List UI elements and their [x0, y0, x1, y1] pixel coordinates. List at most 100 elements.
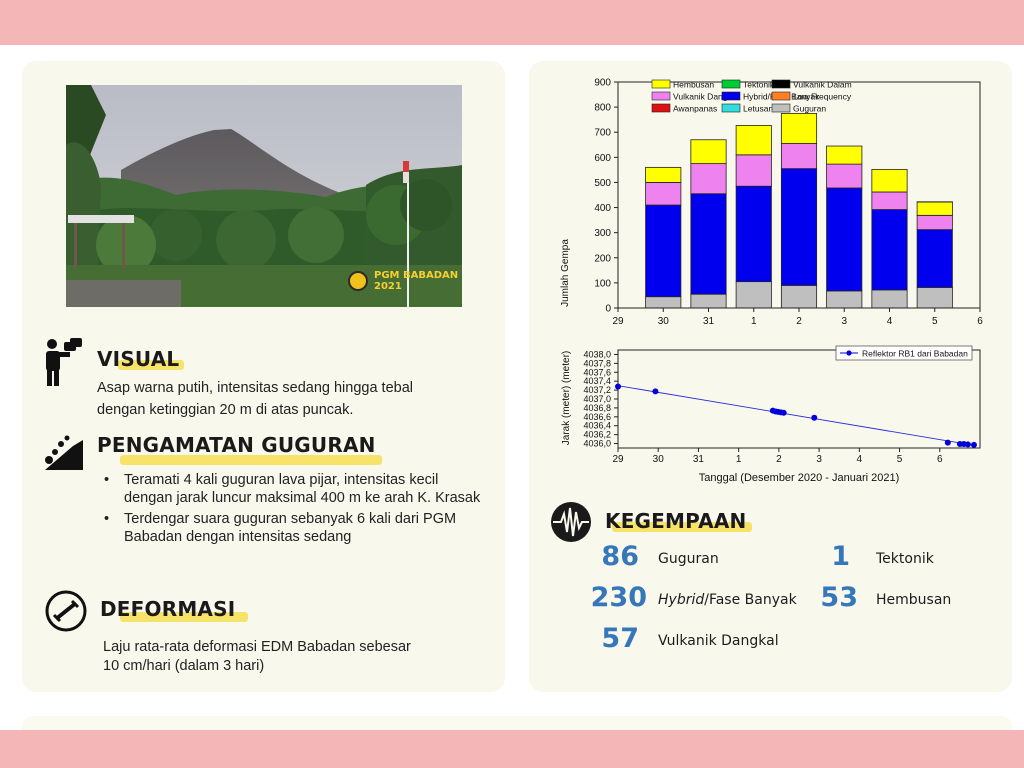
- deformasi-text-line2: 10 cm/hari (dalam 3 hari): [103, 658, 265, 674]
- legend-low-frequency: Low Frequency: [771, 92, 852, 102]
- edm-legend-label: Reflektor RB1 dari Babadan: [862, 349, 968, 359]
- legend-label: Awanpanas: [673, 104, 717, 114]
- deformasi-title-highlight: [120, 612, 248, 622]
- legend-label: Guguran: [793, 104, 826, 114]
- edm-data-point: [615, 383, 621, 390]
- kegempaan-title-highlight: [612, 522, 752, 532]
- merapi-landscape-image: [66, 85, 462, 307]
- stat-hybrid-value: 230: [590, 582, 647, 613]
- edm-x-tick-label: 1: [736, 454, 742, 465]
- photo-caption-line2: 2021: [374, 281, 402, 292]
- bar-x-tick-label: 29: [612, 316, 624, 327]
- bar-y-tick-label: 500: [594, 178, 611, 189]
- edm-distance-chart: 4036,04036,24036,44036,64036,84037,04037…: [561, 345, 981, 484]
- bar-segment-vulkanik-dangkal-31: [690, 163, 727, 195]
- legend-swatch: [651, 91, 671, 101]
- kegempaan-title: KEGEMPAAN: [605, 509, 747, 533]
- legend-letusan: Letusan: [721, 103, 774, 114]
- edm-x-tick-label: 2: [776, 454, 782, 465]
- binoculars-person-icon: [46, 338, 82, 386]
- stat-hembusan-label: Hembusan: [876, 592, 952, 608]
- edm-data-point: [970, 441, 977, 448]
- edm-x-tick-label: 5: [897, 454, 903, 465]
- bar-y-tick-label: 600: [594, 153, 611, 164]
- bar-y-tick-label: 100: [594, 278, 611, 289]
- deformation-gauge-icon: [45, 590, 87, 632]
- bar-chart-ylabel: Jumlah Gempa: [560, 239, 571, 307]
- bar-x-tick-label: 31: [703, 316, 715, 327]
- legend-guguran: Guguran: [771, 103, 826, 114]
- bar-segment-hembusan-30: [645, 166, 682, 183]
- edm-x-tick-label: 4: [857, 454, 863, 465]
- deformasi-text-line1: Laju rata-rata deformasi EDM Babadan seb…: [103, 639, 411, 655]
- bar-segment-guguran-2: [780, 284, 818, 309]
- legend-swatch: [651, 103, 671, 113]
- visual-title: VISUAL: [97, 347, 180, 371]
- bar-y-tick-label: 700: [594, 128, 611, 139]
- edm-x-tick-label: 30: [653, 454, 665, 465]
- legend-swatch: [651, 79, 671, 89]
- bar-segment-hybrid-fase-banyak-31: [690, 193, 727, 295]
- bar-segment-vulkanik-dangkal-4: [871, 191, 908, 210]
- legend-label: Tektonik: [743, 80, 775, 90]
- bar-segment-hybrid-fase-banyak-3: [826, 187, 863, 292]
- guguran-bullet-2: Terdengar suara guguran sebanyak 6 kali …: [100, 510, 490, 546]
- edm-y-tick-label: 4036,6: [583, 412, 611, 422]
- visual-text-line2: dengan ketinggian 20 m di atas puncak.: [97, 402, 354, 418]
- bar-segment-hembusan-31: [690, 139, 727, 165]
- bar-segment-vulkanik-dangkal-3: [826, 163, 863, 189]
- guguran-list: Teramati 4 kali guguran lava pijar, inte…: [100, 471, 490, 549]
- legend-awanpanas: Awanpanas: [651, 103, 717, 114]
- bar-segment-vulkanik-dangkal-1: [735, 154, 772, 187]
- bar-y-tick-label: 400: [594, 203, 611, 214]
- bar-y-tick-label: 900: [594, 78, 611, 89]
- legend-swatch: [721, 103, 741, 113]
- edm-y-tick-label: 4036,2: [583, 430, 611, 440]
- edm-x-tick-label: 3: [816, 454, 822, 465]
- seismograph-icon: [551, 502, 591, 542]
- edm-y-tick-label: 4036,4: [583, 421, 611, 431]
- stat-vulkanik-dangkal-value: 57: [601, 623, 639, 654]
- photo-watermark: PGM BABADAN 2021: [348, 270, 458, 292]
- edm-x-tick-label: 29: [612, 454, 624, 465]
- bar-segment-hembusan-1: [735, 125, 772, 156]
- bar-segment-guguran-5: [916, 287, 953, 309]
- bar-segment-vulkanik-dangkal-5: [916, 214, 953, 231]
- visual-title-highlight: [118, 360, 184, 370]
- stat-hembusan-value: 53: [820, 582, 858, 613]
- bar-x-tick-label: 4: [887, 316, 893, 327]
- edm-data-point: [780, 409, 787, 416]
- edm-y-tick-label: 4037,6: [583, 367, 611, 377]
- bar-segment-hembusan-3: [826, 145, 863, 165]
- rockfall-icon: [45, 435, 83, 470]
- edm-legend-box: [835, 345, 973, 361]
- edm-y-tick-label: 4036,8: [583, 403, 611, 413]
- bar-y-tick-label: 300: [594, 228, 611, 239]
- edm-y-tick-label: 4037,4: [583, 376, 611, 386]
- legend-swatch: [771, 103, 791, 113]
- guguran-bullet-1: Teramati 4 kali guguran lava pijar, inte…: [100, 471, 490, 507]
- bar-y-tick-label: 800: [594, 103, 611, 114]
- legend-label: Hembusan: [673, 80, 714, 90]
- edm-y-tick-label: 4036,0: [583, 439, 611, 449]
- stat-tektonik-value: 1: [831, 541, 850, 572]
- edm-data-point: [811, 414, 818, 421]
- edm-data-point: [944, 439, 951, 446]
- merapi-photo: [66, 85, 462, 307]
- bar-segment-hembusan-2: [780, 112, 818, 144]
- top-banner: [0, 0, 1024, 45]
- stat-hybrid-label-em: Hybrid: [658, 592, 705, 608]
- bar-x-tick-label: 5: [932, 316, 938, 327]
- guguran-title-highlight: [120, 455, 382, 465]
- bar-segment-guguran-31: [690, 293, 727, 309]
- bar-segment-vulkanik-dangkal-30: [645, 182, 682, 206]
- legend-swatch: [771, 79, 791, 89]
- edm-y-tick-label: 4038,0: [583, 349, 611, 359]
- bar-segment-guguran-30: [645, 296, 682, 309]
- edm-y-tick-label: 4037,2: [583, 385, 611, 395]
- bar-x-tick-label: 2: [796, 316, 802, 327]
- stat-vulkanik-dangkal-label: Vulkanik Dangkal: [658, 633, 779, 649]
- bar-segment-hybrid-fase-banyak-1: [735, 185, 772, 283]
- bar-x-tick-label: 3: [841, 316, 847, 327]
- legend-vulkanik-dangkal: Vulkanik Dangkal: [651, 91, 738, 102]
